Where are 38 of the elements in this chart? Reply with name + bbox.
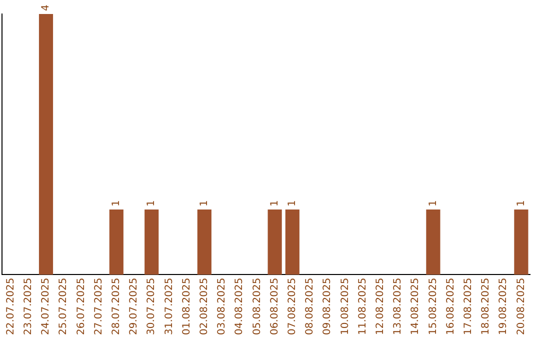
x-tick-label: 09.08.2025 bbox=[322, 278, 334, 336]
data-label: 1 bbox=[286, 200, 298, 207]
x-tick-label: 23.07.2025 bbox=[22, 278, 34, 336]
x-tick-label: 13.08.2025 bbox=[392, 278, 404, 336]
x-tick-label: 20.08.2025 bbox=[516, 278, 527, 336]
x-tick-label: 06.08.2025 bbox=[269, 278, 280, 336]
x-tick-label: 05.08.2025 bbox=[252, 278, 263, 336]
x-tick-label: 25.07.2025 bbox=[58, 278, 70, 336]
x-tick-label: 17.08.2025 bbox=[462, 278, 474, 336]
x-tick-label: 10.08.2025 bbox=[340, 278, 351, 336]
data-label: 4 bbox=[40, 4, 52, 11]
x-tick-label: 12.08.2025 bbox=[374, 278, 386, 336]
x-tick-label: 26.07.2025 bbox=[76, 278, 87, 336]
x-tick-label: 31.07.2025 bbox=[164, 278, 175, 336]
data-label: 1 bbox=[516, 200, 527, 207]
x-tick-label: 07.08.2025 bbox=[286, 278, 298, 336]
data-label: 1 bbox=[146, 200, 158, 207]
x-tick-label: 02.08.2025 bbox=[198, 278, 210, 336]
x-tick-label: 04.08.2025 bbox=[234, 278, 246, 336]
x-tick-label: 27.07.2025 bbox=[93, 278, 104, 336]
x-tick-label: 28.07.2025 bbox=[110, 278, 122, 336]
data-label: 1 bbox=[269, 200, 280, 207]
x-tick-label: 30.07.2025 bbox=[146, 278, 158, 336]
data-label: 1 bbox=[428, 200, 439, 207]
x-tick-label: 01.08.2025 bbox=[181, 278, 192, 336]
x-tick-label: 08.08.2025 bbox=[304, 278, 316, 336]
x-tick-label: 11.08.2025 bbox=[357, 278, 368, 336]
x-tick-label: 14.08.2025 bbox=[410, 278, 422, 336]
x-tick-label: 19.08.2025 bbox=[498, 278, 510, 336]
x-tick-label: 15.08.2025 bbox=[428, 278, 439, 336]
x-tick-label: 03.08.2025 bbox=[216, 278, 228, 336]
x-tick-label: 24.07.2025 bbox=[40, 278, 52, 336]
x-tick-label: 22.07.2025 bbox=[5, 278, 16, 336]
data-label: 1 bbox=[110, 200, 122, 207]
data-label: 1 bbox=[198, 200, 210, 207]
x-tick-label: 18.08.2025 bbox=[480, 278, 492, 336]
x-tick-label: 16.08.2025 bbox=[445, 278, 456, 336]
x-tick-label: 29.07.2025 bbox=[128, 278, 140, 336]
